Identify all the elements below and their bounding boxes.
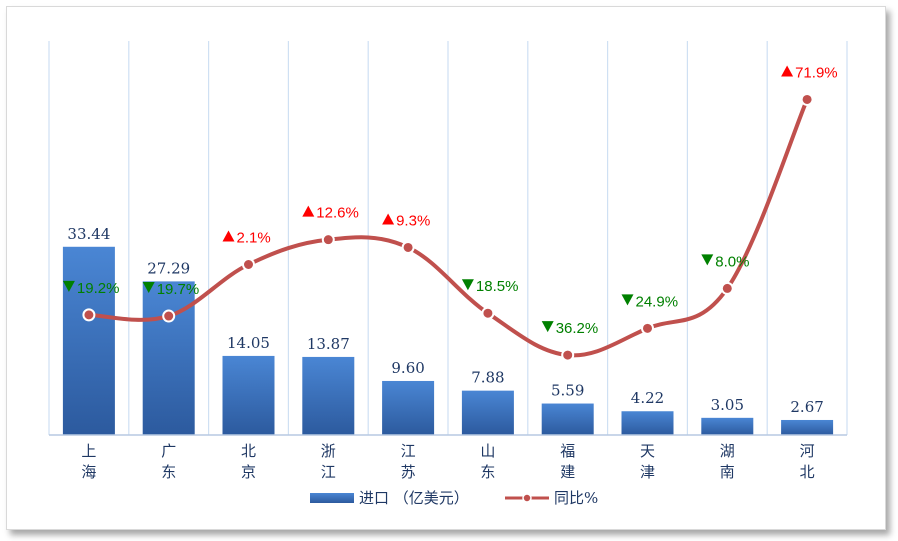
down-triangle-icon [62,280,75,292]
bar [621,411,674,435]
bar [302,356,355,435]
category-label: 上 [81,442,96,460]
legend-line-marker [522,493,532,503]
bar-layer [62,246,834,435]
category-label: 江 [401,442,416,460]
bar-value-label: 3.05 [711,396,744,414]
bar-value-label: 7.88 [471,369,504,387]
label-layer: 33.44 27.29 14.05 13.87 9.60 7.88 5.59 4.22 3.05… [62,64,838,416]
up-triangle-icon [382,213,395,225]
category-label: 建 [560,463,575,481]
bar-value-label: 4.22 [631,389,664,407]
yoy-value-label: 24.9% [636,293,679,310]
category-label: 南 [720,463,735,481]
line-series-yoy [88,98,809,358]
yoy-value-label: 2.1% [237,230,271,247]
category-label: 山 [480,442,495,460]
up-triangle-icon [781,65,794,77]
category-label: 东 [161,463,176,481]
legend: 进口 （亿美元） 同比% [310,489,598,507]
category-label: 北 [800,463,815,481]
legend-line-label: 同比% [554,489,598,507]
category-label: 津 [640,463,655,481]
bar-value-label: 5.59 [551,382,584,400]
bar [781,419,834,435]
category-label: 京 [241,463,256,481]
down-triangle-icon [541,321,554,333]
yoy-value-label: 18.5% [476,278,519,295]
line-point [82,308,96,322]
bar [541,403,594,435]
line-point [321,233,335,247]
yoy-value-label: 9.3% [396,212,430,229]
bar-value-label: 9.60 [391,359,424,377]
category-label: 东 [480,463,495,481]
down-triangle-icon [701,254,714,266]
line-layer [82,92,814,362]
yoy-value-label: 12.6% [316,205,359,222]
category-label: 江 [321,463,336,481]
bar-value-label: 14.05 [227,334,270,352]
category-label: 苏 [401,463,416,481]
line-point [561,348,575,362]
bar [382,380,435,435]
line-point [641,321,654,335]
up-triangle-icon [222,230,235,242]
category-label: 河 [800,442,815,460]
bar-value-label: 13.87 [307,335,350,353]
yoy-value-label: 8.0% [715,253,749,270]
category-label: 浙 [321,442,336,460]
category-label: 北 [241,442,256,460]
line-point [720,281,734,295]
line-point [242,258,255,272]
yoy-value-label: 71.9% [795,64,838,81]
bar [461,390,514,435]
category-label: 天 [640,442,655,460]
category-label: 海 [81,463,96,481]
line-point [800,92,814,106]
category-label: 广 [161,442,176,460]
category-label: 福 [560,442,575,460]
bar [222,355,275,435]
yoy-value-label: 36.2% [556,320,599,337]
down-triangle-icon [621,294,634,306]
line-point [481,306,495,320]
bar [701,417,754,435]
yoy-value-label: 19.7% [157,281,200,298]
bar-value-label: 33.44 [67,225,110,243]
bar [142,281,195,435]
down-triangle-icon [461,279,474,291]
legend-bar-swatch [310,493,354,503]
bar [62,246,115,435]
legend-bar-label: 进口 （亿美元） [359,489,469,507]
bar-value-label: 2.67 [790,398,823,416]
line-point [162,309,176,323]
yoy-value-label: 19.2% [77,280,120,297]
chart-svg: 33.44 27.29 14.05 13.87 9.60 7.88 5.59 4.22 3.05… [48,41,848,507]
up-triangle-icon [302,205,315,217]
down-triangle-icon [142,282,155,294]
line-point [401,240,415,254]
bar-value-label: 27.29 [147,259,190,277]
chart-frame: 33.44 27.29 14.05 13.87 9.60 7.88 5.59 4.22 3.05… [6,6,886,530]
category-label: 湖 [720,442,735,460]
